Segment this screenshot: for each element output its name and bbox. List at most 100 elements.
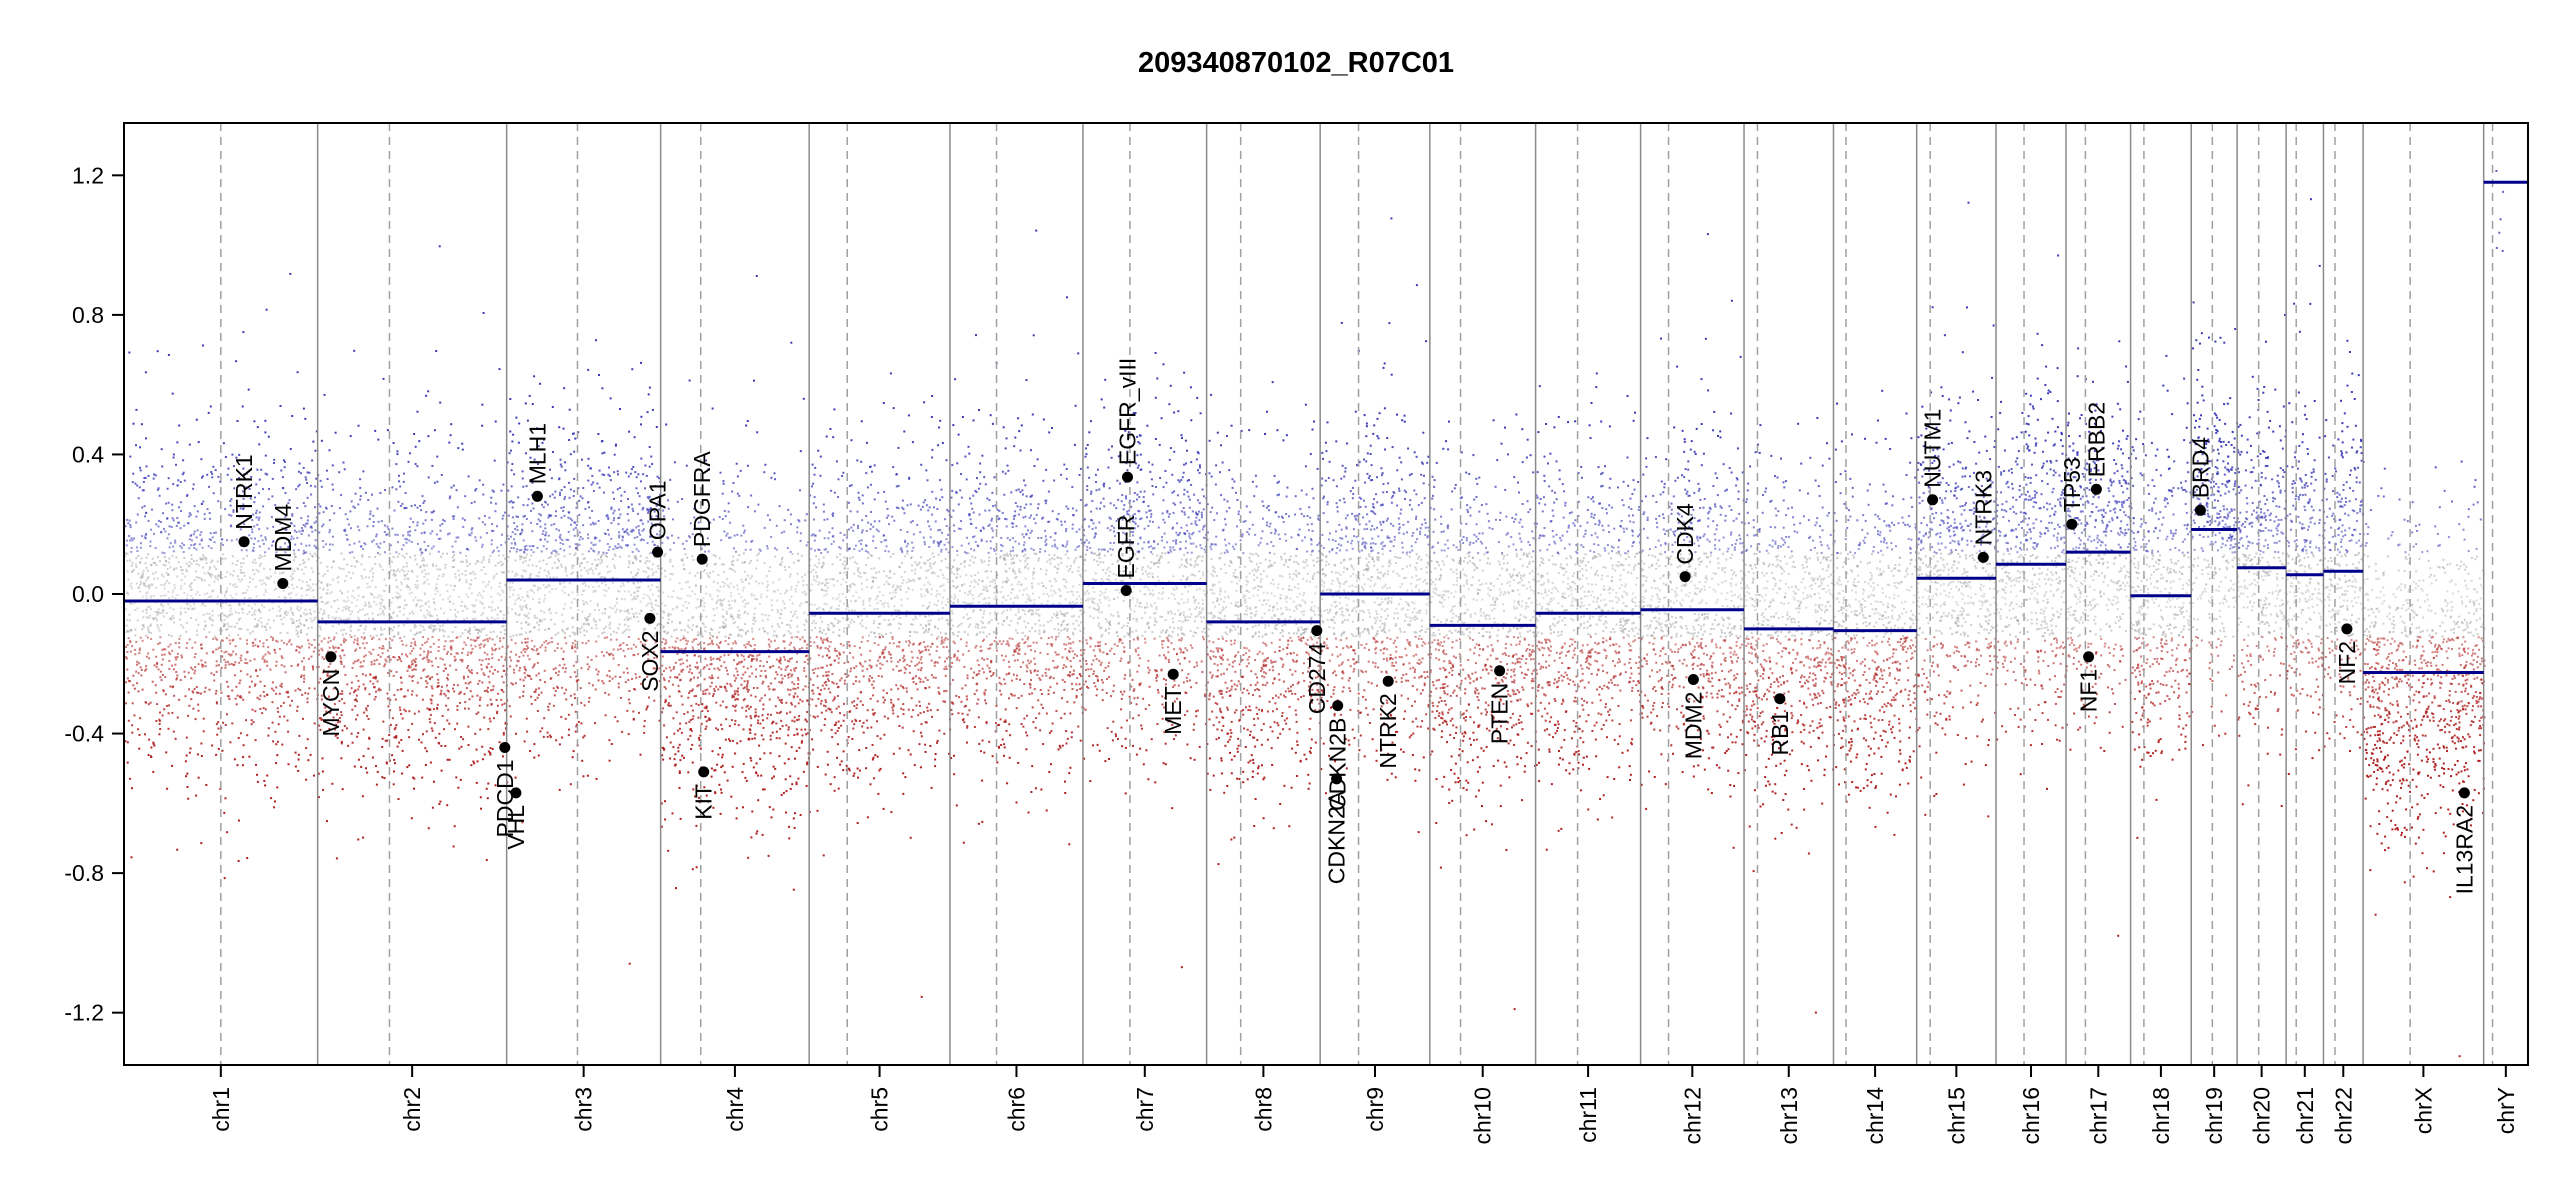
- probe-point: [306, 471, 309, 474]
- probe-point: [568, 439, 571, 441]
- probe-point: [627, 506, 630, 509]
- probe-point: [302, 717, 304, 720]
- probe-point: [799, 489, 801, 492]
- probe-point: [509, 430, 512, 433]
- probe-point: [201, 476, 203, 479]
- probe-point: [346, 590, 349, 593]
- probe-point: [495, 572, 498, 575]
- probe-point: [276, 640, 279, 643]
- probe-point: [128, 535, 131, 537]
- probe-point: [335, 733, 338, 736]
- probe-point: [396, 533, 399, 536]
- probe-point: [628, 560, 631, 563]
- probe-point: [701, 635, 704, 638]
- probe-point: [669, 573, 672, 575]
- probe-point: [370, 663, 373, 666]
- probe-point: [561, 539, 564, 542]
- probe-point: [740, 596, 743, 598]
- probe-point: [163, 527, 165, 530]
- probe-point: [455, 489, 458, 492]
- probe-point: [381, 599, 384, 602]
- probe-point: [601, 560, 603, 563]
- probe-point: [411, 610, 414, 613]
- probe-point: [153, 532, 155, 535]
- probe-point: [388, 606, 391, 609]
- probe-point: [184, 675, 186, 678]
- probe-point: [483, 651, 486, 654]
- probe-point: [260, 621, 263, 624]
- probe-point: [448, 497, 451, 500]
- probe-point: [165, 751, 168, 754]
- probe-point: [173, 568, 176, 571]
- probe-point: [384, 638, 387, 641]
- probe-point: [144, 562, 147, 565]
- probe-point: [438, 245, 441, 248]
- probe-point: [624, 655, 626, 658]
- probe-point: [126, 677, 129, 680]
- probe-point: [737, 662, 740, 665]
- probe-point: [446, 552, 448, 555]
- probe-point: [547, 534, 550, 537]
- probe-point: [289, 596, 292, 599]
- probe-point: [481, 545, 484, 548]
- probe-point: [130, 550, 133, 553]
- probe-point: [470, 583, 472, 586]
- probe-point: [622, 642, 625, 645]
- probe-point: [782, 634, 785, 637]
- probe-point: [469, 638, 472, 641]
- probe-point: [304, 551, 306, 554]
- probe-point: [180, 585, 183, 588]
- probe-point: [472, 610, 475, 613]
- probe-point: [471, 618, 474, 620]
- probe-point: [610, 537, 613, 540]
- probe-point: [787, 673, 789, 676]
- probe-point: [358, 685, 361, 688]
- probe-point: [581, 582, 584, 585]
- probe-point: [223, 651, 226, 654]
- probe-point: [794, 812, 796, 815]
- probe-point: [221, 557, 224, 560]
- probe-point: [693, 507, 696, 510]
- probe-point: [709, 595, 712, 598]
- probe-point: [642, 570, 645, 573]
- probe-point: [504, 709, 506, 712]
- probe-point: [141, 595, 144, 598]
- probe-point: [445, 704, 448, 707]
- probe-point: [452, 602, 455, 605]
- probe-point: [359, 498, 362, 501]
- probe-point: [468, 533, 471, 536]
- probe-point: [393, 635, 396, 638]
- probe-point: [351, 610, 354, 613]
- probe-point: [239, 637, 242, 640]
- probe-point: [472, 570, 475, 573]
- probe-point: [633, 595, 636, 598]
- probe-point: [736, 588, 739, 591]
- probe-point: [145, 616, 148, 619]
- probe-point: [648, 386, 651, 389]
- probe-point: [297, 631, 300, 634]
- probe-point: [768, 645, 771, 648]
- probe-point: [503, 628, 506, 631]
- probe-point: [129, 524, 132, 526]
- probe-point: [124, 525, 127, 528]
- probe-point: [184, 760, 187, 763]
- probe-point: [436, 614, 439, 617]
- probe-point: [333, 703, 336, 706]
- probe-point: [145, 655, 148, 658]
- probe-point: [147, 652, 150, 655]
- probe-point: [311, 589, 314, 592]
- probe-point: [652, 608, 655, 611]
- probe-point: [608, 623, 611, 626]
- probe-point: [431, 676, 434, 679]
- probe-point: [788, 566, 791, 569]
- probe-point: [535, 674, 538, 677]
- probe-point: [573, 632, 576, 635]
- probe-point: [358, 529, 361, 532]
- probe-point: [546, 575, 549, 578]
- probe-point: [264, 784, 267, 787]
- probe-point: [341, 690, 344, 693]
- probe-point: [491, 748, 494, 750]
- probe-point: [407, 664, 410, 667]
- probe-point: [379, 633, 382, 636]
- probe-point: [523, 668, 526, 670]
